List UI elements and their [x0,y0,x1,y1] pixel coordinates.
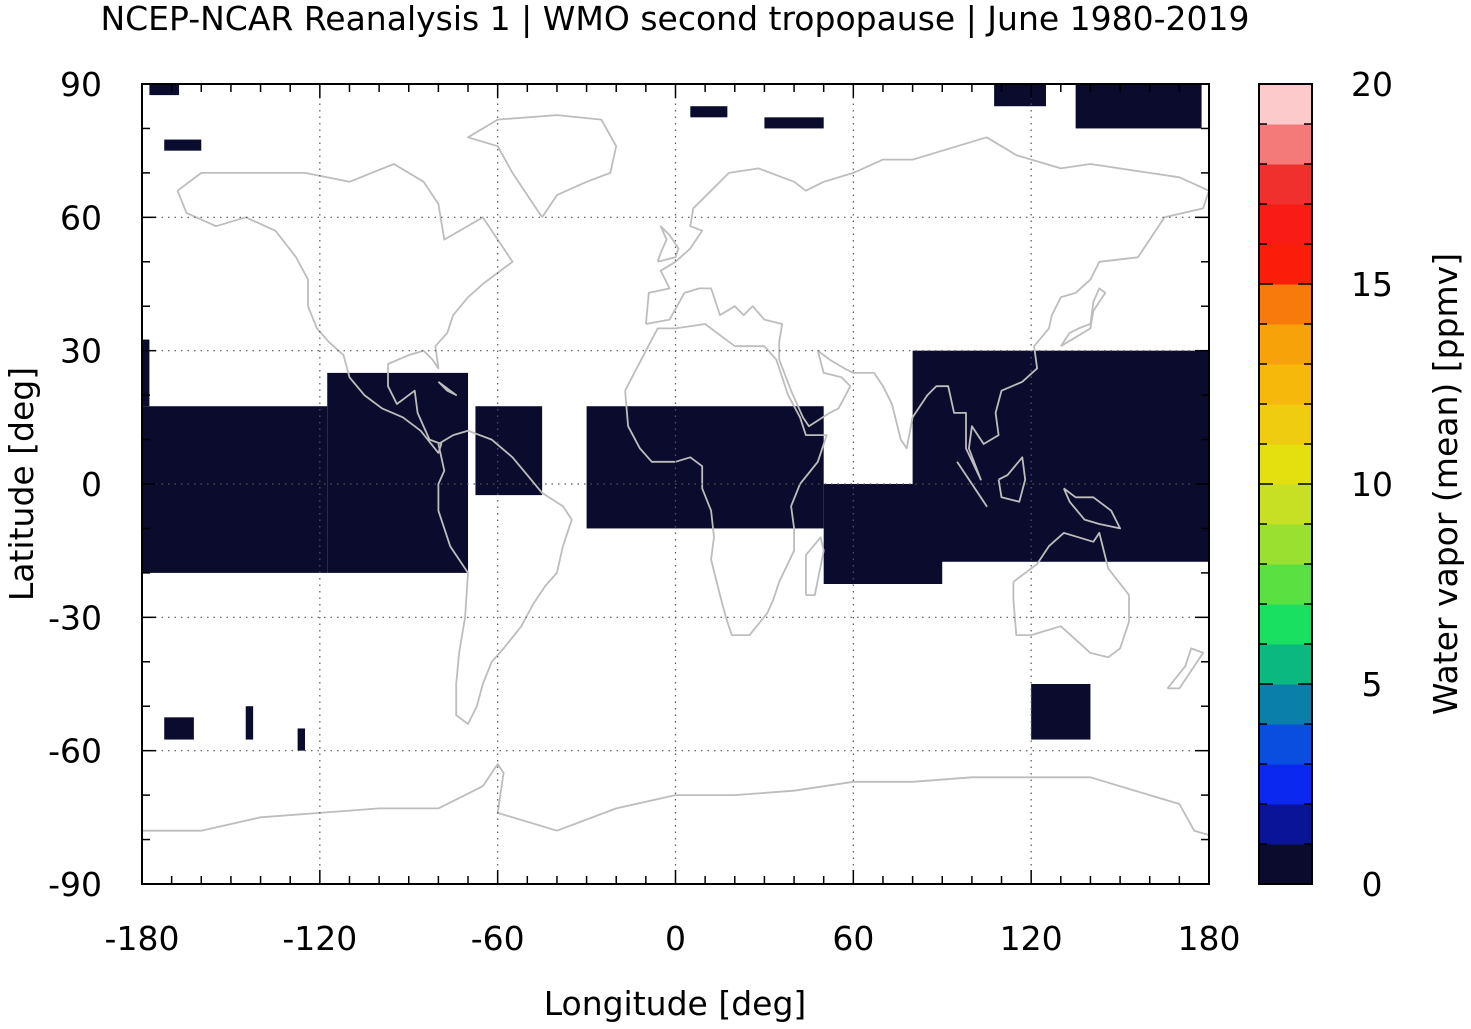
data-cells [142,84,1209,751]
data-cell [912,350,1209,562]
data-cell [164,139,202,151]
colorbar-swatch [1259,364,1312,405]
coastline [1062,487,1121,530]
colorbar-swatch [1259,124,1312,165]
colorbar-swatch [1259,844,1312,885]
data-cell [690,106,728,118]
colorbar-tick-label: 10 [1351,465,1393,504]
colorbar-swatch [1259,484,1312,525]
colorbar-swatch [1259,324,1312,365]
colorbar-swatch [1259,684,1312,725]
coastline [956,461,988,508]
coastline [805,536,825,596]
grid-lines [142,84,1209,884]
coastline [437,381,458,397]
data-cell [164,717,194,740]
coastline [142,763,1210,836]
coastline [176,163,514,454]
coastline [656,225,680,263]
x-tick-label: 0 [665,919,686,958]
colorbar-tick-label: 0 [1362,865,1383,904]
colorbar-tick-label: 5 [1362,665,1383,704]
x-tick-label: -120 [282,919,357,958]
colorbar-swatch [1259,204,1312,245]
data-cell [1031,684,1091,740]
y-tick-label: 0 [81,465,102,504]
colorbar-swatch [1259,724,1312,765]
colorbar-swatch [1259,524,1312,565]
data-cell [149,84,180,96]
data-cell [142,339,150,407]
y-tick-label: 30 [60,332,102,371]
colorbar-swatch [1259,564,1312,605]
coastline [1166,647,1204,690]
coastline [645,136,1210,481]
data-cell [327,372,469,573]
colorbar-swatch [1259,604,1312,645]
axis-minor-ticks [142,84,1209,884]
plot-area [141,83,1210,885]
y-tick-label: -60 [48,732,102,771]
colorbar-swatch [1259,444,1312,485]
data-cell [994,84,1046,107]
x-tick-label: 180 [1178,919,1241,958]
colorbar-swatch [1259,284,1312,325]
coastline [997,456,1027,503]
data-cell [297,728,306,751]
x-axis-tick-labels: -180 -120 -60 0 60 120 180 [105,919,1241,958]
coastline [467,114,618,218]
data-cell [142,406,328,573]
colorbar-swatch [1259,404,1312,445]
coastlines [142,114,1210,836]
y-tick-label: 90 [60,65,102,104]
colorbar-tick-label: 15 [1351,265,1393,304]
x-tick-label: -180 [105,919,180,958]
x-axis-label: Longitude [deg] [544,984,807,1023]
colorbar-tick-labels: 0 5 10 15 20 [1351,65,1393,904]
y-axis-tick-labels: 90 60 30 0 -30 -60 -90 [48,65,102,904]
colorbar-tick-label: 20 [1351,65,1393,104]
plot-frame [141,83,1210,885]
data-cell [586,406,824,529]
y-tick-label: -30 [48,598,102,637]
coastline [437,429,573,725]
colorbar-swatch [1259,164,1312,205]
x-tick-label: 60 [832,919,874,958]
colorbar-label: Water vapor (mean) [ppmv] [1426,253,1465,715]
data-cell [245,706,254,740]
chart-title: NCEP-NCAR Reanalysis 1 | WMO second trop… [100,0,1249,38]
colorbar: 0 5 10 15 20 Water vapor (mean) [ppmv] [1258,65,1465,904]
colorbar-frame [1258,83,1313,885]
colorbar-swatches [1259,84,1312,885]
colorbar-swatch [1259,244,1312,285]
y-tick-label: 60 [60,198,102,237]
x-tick-label: 120 [1000,919,1063,958]
coastline [1012,532,1130,659]
y-tick-label: -90 [48,865,102,904]
colorbar-swatch [1259,84,1312,125]
colorbar-swatch [1259,764,1312,805]
x-tick-label: -60 [471,919,525,958]
colorbar-swatch [1259,644,1312,685]
coastline [1060,287,1107,347]
data-cell [1075,84,1202,129]
coastline [624,323,828,636]
y-axis-label: Latitude [deg] [2,367,41,601]
data-cell [764,117,824,129]
colorbar-ticks [1259,123,1312,845]
colorbar-swatch [1259,804,1312,845]
